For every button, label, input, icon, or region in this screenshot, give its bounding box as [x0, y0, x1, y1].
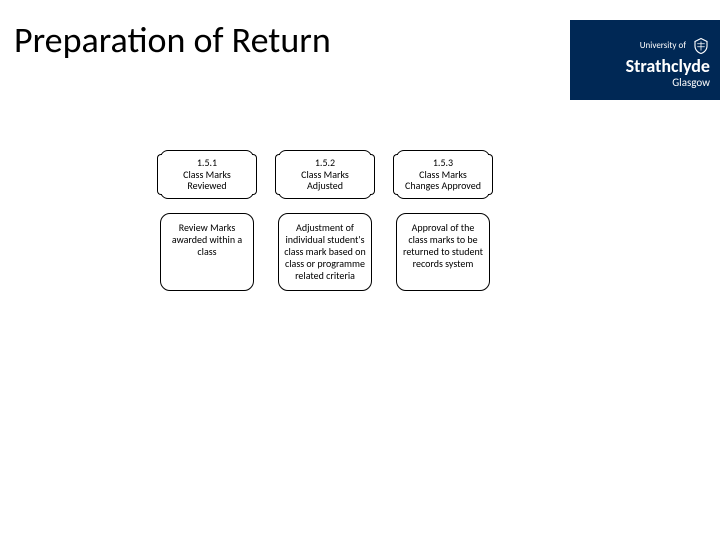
- step-code: 1.5.2: [283, 157, 367, 169]
- logo-university-label: University of: [640, 41, 686, 50]
- crest-icon: [692, 37, 710, 55]
- description-row: Review Marks awarded within a class Adju…: [160, 213, 490, 291]
- step-code: 1.5.1: [165, 157, 249, 169]
- step-header-1: 1.5.1 Class Marks Reviewed: [160, 150, 254, 199]
- page-title: Preparation of Return: [14, 18, 331, 62]
- step-label: Class Marks Changes Approved: [401, 169, 485, 192]
- step-description-2: Adjustment of individual student's class…: [278, 213, 372, 291]
- logo-name: Strathclyde: [626, 57, 710, 75]
- step-header-3: 1.5.3 Class Marks Changes Approved: [396, 150, 490, 199]
- header-row: 1.5.1 Class Marks Reviewed 1.5.2 Class M…: [160, 150, 490, 199]
- step-description-3: Approval of the class marks to be return…: [396, 213, 490, 291]
- step-label: Class Marks Reviewed: [165, 169, 249, 192]
- step-code: 1.5.3: [401, 157, 485, 169]
- step-label: Class Marks Adjusted: [283, 169, 367, 192]
- step-description-1: Review Marks awarded within a class: [160, 213, 254, 291]
- logo-city: Glasgow: [672, 77, 710, 88]
- step-header-2: 1.5.2 Class Marks Adjusted: [278, 150, 372, 199]
- university-logo: University of Strathclyde Glasgow: [570, 20, 720, 100]
- process-diagram: 1.5.1 Class Marks Reviewed 1.5.2 Class M…: [160, 150, 490, 291]
